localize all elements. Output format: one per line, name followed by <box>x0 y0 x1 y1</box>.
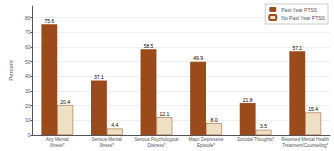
svg-text:Received Mental Health: Received Mental Health <box>281 137 329 142</box>
svg-text:30: 30 <box>25 88 31 94</box>
svg-text:20.4: 20.4 <box>60 99 70 105</box>
svg-text:60: 60 <box>25 44 31 50</box>
svg-text:58.5: 58.5 <box>144 43 154 49</box>
svg-text:10: 10 <box>25 117 31 123</box>
svg-text:37.1: 37.1 <box>94 74 104 80</box>
svg-text:75.6: 75.6 <box>44 18 54 24</box>
svg-text:57.1: 57.1 <box>292 45 302 51</box>
svg-text:Past Year PTSS: Past Year PTSS <box>281 7 318 13</box>
svg-text:20: 20 <box>25 103 31 109</box>
svg-text:Treatment/Counseling*: Treatment/Counseling* <box>282 143 328 148</box>
svg-text:Illness*: Illness* <box>100 143 115 148</box>
svg-text:70: 70 <box>25 29 31 35</box>
svg-text:12.1: 12.1 <box>160 111 170 117</box>
svg-text:Episode*: Episode* <box>197 143 215 148</box>
svg-text:49.9: 49.9 <box>193 55 203 61</box>
svg-text:4.4: 4.4 <box>111 122 118 128</box>
svg-text:50: 50 <box>25 59 31 65</box>
svg-text:No Past Year PTSS: No Past Year PTSS <box>281 15 325 21</box>
svg-text:15.4: 15.4 <box>308 106 318 112</box>
svg-text:3.5: 3.5 <box>260 123 267 129</box>
svg-text:Percent: Percent <box>8 60 14 81</box>
svg-text:Serious Mental: Serious Mental <box>92 137 122 142</box>
svg-text:40: 40 <box>25 73 31 79</box>
svg-text:8.0: 8.0 <box>210 117 217 123</box>
svg-text:Suicidal Thoughts*: Suicidal Thoughts* <box>237 137 275 142</box>
svg-text:Major Depressive: Major Depressive <box>189 137 225 142</box>
svg-text:Illness*: Illness* <box>50 143 65 148</box>
svg-text:Any Mental: Any Mental <box>46 137 69 142</box>
svg-text:21.8: 21.8 <box>243 97 253 103</box>
svg-text:0: 0 <box>28 132 31 138</box>
svg-text:Distress*: Distress* <box>147 143 165 148</box>
svg-text:80: 80 <box>25 15 31 21</box>
svg-text:Serious Psychological: Serious Psychological <box>134 137 178 142</box>
